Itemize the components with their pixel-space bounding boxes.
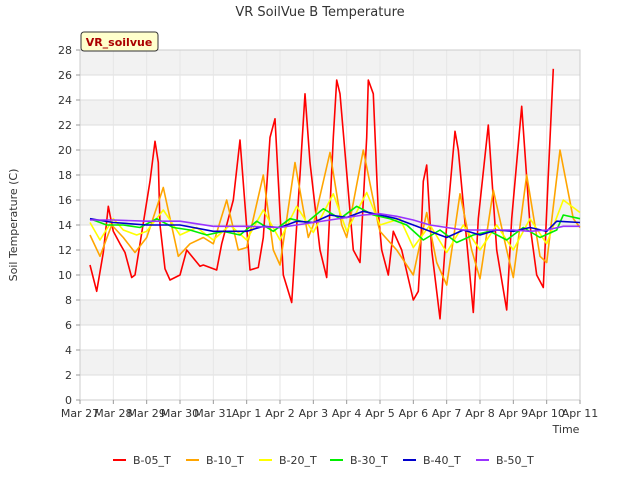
legend-label: B-05_T [133, 454, 171, 467]
x-tick-label: Apr 2 [265, 407, 295, 420]
legend-label: B-10_T [206, 454, 244, 467]
y-tick-label: 24 [58, 94, 72, 107]
x-tick-label: Mar 29 [128, 407, 166, 420]
y-tick-label: 18 [58, 169, 72, 182]
chart-title: VR SoilVue B Temperature [235, 5, 404, 20]
x-tick-label: Apr 8 [465, 407, 495, 420]
series-line-b-40-t [89, 210, 581, 239]
plot-band [80, 50, 580, 75]
x-tick-label: Apr 6 [399, 407, 429, 420]
annotation-box: VR_soilvue [80, 31, 159, 52]
legend-label: B-20_T [279, 454, 317, 467]
y-tick-label: 20 [58, 144, 72, 157]
y-tick-label: 8 [65, 294, 72, 307]
x-tick-label: Apr 5 [365, 407, 395, 420]
series-group [89, 68, 581, 320]
legend: B-05_T B-10_T B-20_T B-30_T B-40_T B-50_T [113, 454, 534, 467]
series-line-b-05-t [89, 68, 555, 320]
x-tick-label: Mar 28 [94, 407, 132, 420]
x-tick-label: Apr 1 [232, 407, 262, 420]
series-line-b-20-t [89, 191, 581, 254]
series-line-b-10-t [89, 149, 581, 286]
y-tick-label: 22 [58, 119, 72, 132]
x-tick-label: Mar 30 [161, 407, 199, 420]
annotation-background [80, 31, 159, 52]
x-tick-label: Apr 3 [299, 407, 329, 420]
annotation-label: VR_soilvue [86, 36, 153, 49]
y-tick-label: 28 [58, 44, 72, 57]
y-tick-label: 10 [58, 269, 72, 282]
y-tick-label: 16 [58, 194, 72, 207]
y-tick-label: 4 [65, 344, 72, 357]
x-tick-label: Apr 11 [562, 407, 599, 420]
x-tick-label: Apr 7 [432, 407, 462, 420]
plot-band [80, 250, 580, 275]
legend-label: B-30_T [350, 454, 388, 467]
x-tick-label: Apr 9 [499, 407, 529, 420]
x-tick-label: Mar 27 [61, 407, 99, 420]
x-tick-label: Apr 10 [528, 407, 565, 420]
x-tick-label: Mar 31 [194, 407, 232, 420]
plot-band [80, 100, 580, 125]
y-tick-label: 14 [58, 219, 72, 232]
plot-band [80, 350, 580, 375]
x-axis-label: Time [552, 423, 580, 436]
plot-band [80, 300, 580, 325]
series-line-b-50-t [90, 213, 580, 233]
legend-label: B-40_T [423, 454, 461, 467]
y-tick-label: 2 [65, 369, 72, 382]
y-tick-label: 26 [58, 69, 72, 82]
legend-label: B-50_T [496, 454, 534, 467]
x-tick-label: Apr 4 [332, 407, 362, 420]
y-tick-label: 6 [65, 319, 72, 332]
y-axis-label: Soil Temperature (C) [7, 169, 20, 282]
y-tick-label: 0 [65, 394, 72, 407]
y-tick-label: 12 [58, 244, 72, 257]
